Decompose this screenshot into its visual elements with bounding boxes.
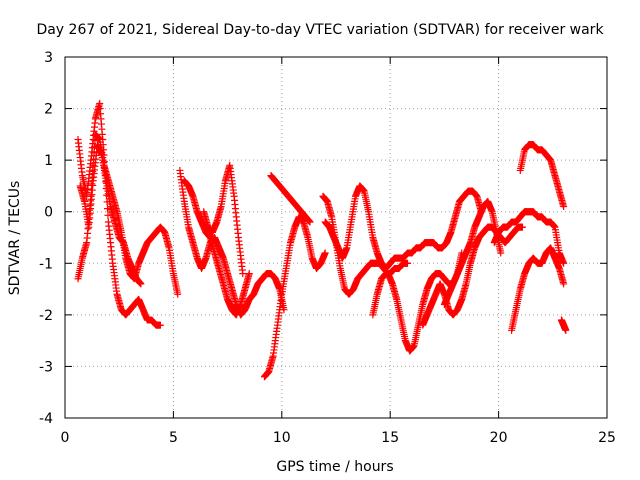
data-point [88,180,96,188]
data-point [321,249,329,257]
axis-ticks: 0 5 10 15 20 25 -4 -3 -2 -1 0 1 2 3 [39,50,616,446]
y-tick-label: -4 [39,411,53,427]
series-arc-9 [319,192,466,355]
series-arc-17 [557,316,570,334]
series-arc-6 [200,161,247,278]
data-point [156,321,164,329]
x-tick-label: 25 [598,430,616,446]
y-tick-label: -2 [39,308,53,324]
x-tick-label: 5 [169,430,178,446]
y-tick-label: 3 [44,50,53,66]
data-point [560,280,568,288]
x-axis-label: GPS time / hours [276,459,393,475]
x-tick-label: 15 [381,430,399,446]
data-point [245,270,253,278]
series-arc-8 [267,172,314,226]
data-point [306,218,314,226]
data-point [560,203,568,211]
chart-title: Day 267 of 2021, Sidereal Day-to-day VTE… [36,22,604,38]
y-tick-label: -3 [39,359,53,375]
series-arc-3 [76,141,145,288]
plot-frame [64,56,608,419]
y-tick-label: 2 [44,102,53,118]
y-tick-label: -1 [39,256,53,272]
x-tick-label: 10 [273,430,291,446]
series-arc-7 [260,213,329,381]
x-tick-label: 0 [61,430,70,446]
series-arc-15 [516,141,568,211]
y-tick-label: 1 [44,153,53,169]
x-tick-label: 20 [490,430,508,446]
data-points [74,99,570,381]
data-point [239,270,247,278]
data-point [137,280,145,288]
y-tick-label: 0 [44,205,53,221]
y-axis-label: SDTVAR / TECUs [7,181,23,296]
data-point [174,290,182,298]
